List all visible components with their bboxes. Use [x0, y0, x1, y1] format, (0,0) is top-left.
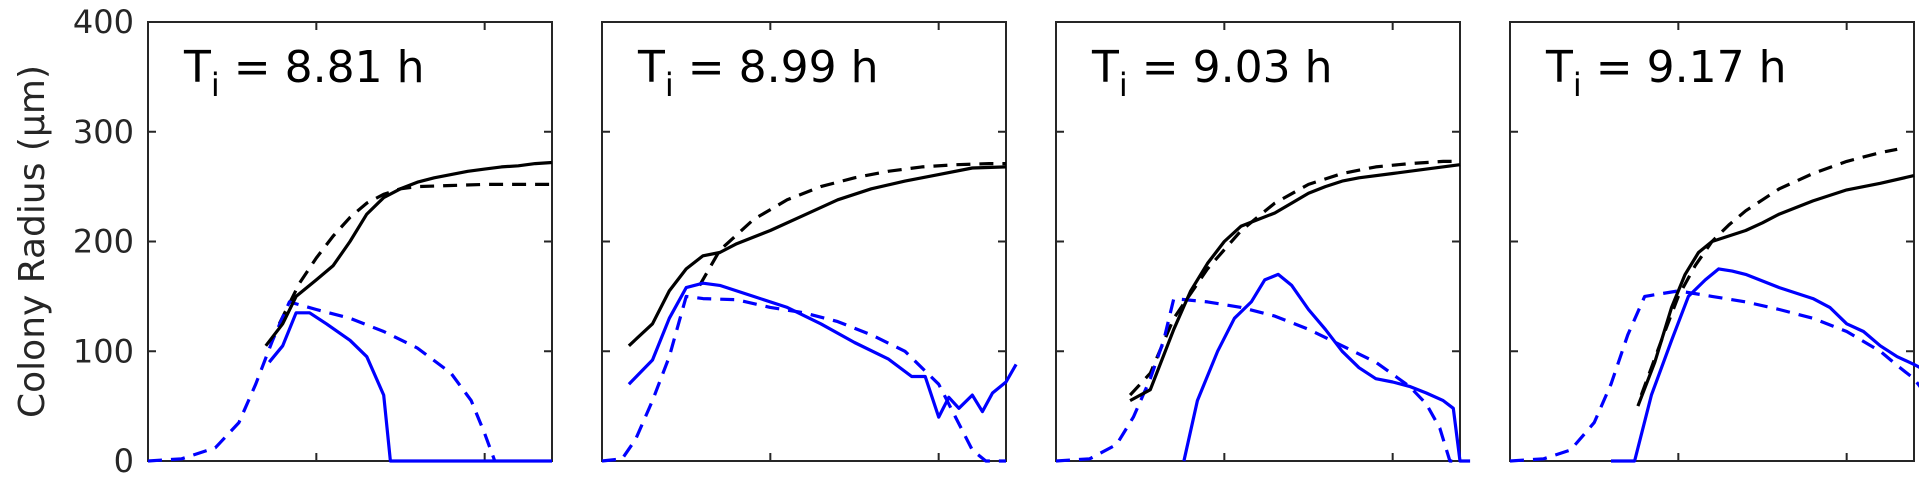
panel-title-value: = 9.03 h: [1128, 42, 1333, 93]
y-axis-label: Colony Radius (μm): [12, 65, 53, 418]
series-blue-dashed: [147, 300, 497, 463]
series-black-solid: [1636, 174, 1915, 407]
panel-title-main: T: [1091, 42, 1119, 93]
series-black-dashed: [698, 162, 1006, 287]
panel-title-main: T: [1545, 42, 1573, 93]
panel-1: 0 100 200 300 400 Ti = 8.81 h: [73, 3, 553, 480]
series-black-dashed: [277, 182, 552, 325]
y-tick-label: 100: [73, 332, 134, 370]
panel-2: Ti = 8.99 h: [601, 21, 1018, 463]
panel-title: Ti = 9.17 h: [1545, 42, 1786, 104]
y-tick-label: 400: [73, 3, 134, 41]
panel-3: Ti = 9.03 h: [1055, 21, 1471, 463]
panel-4: Ti = 9.17 h: [1509, 21, 1919, 463]
panel-title-main: T: [637, 42, 665, 93]
y-tick-label: 300: [73, 113, 134, 151]
panel-title-subscript: i: [665, 66, 674, 104]
series-blue-dashed: [1055, 297, 1460, 463]
series-blue-solid: [1182, 272, 1471, 463]
panel-title-subscript: i: [211, 66, 220, 104]
y-tick-label: 200: [73, 223, 134, 261]
series-black-dashed: [1128, 159, 1460, 397]
series-blue-solid: [267, 311, 552, 463]
series-blue-dashed: [601, 294, 1006, 463]
y-tick-label: 0: [114, 442, 134, 475]
panel-title-value: = 9.17 h: [1582, 42, 1787, 93]
panel-title: Ti = 8.81 h: [183, 42, 424, 104]
panel-title-main: T: [183, 42, 211, 93]
panel-title-subscript: i: [1573, 66, 1582, 104]
panel-title-value: = 8.99 h: [674, 42, 879, 93]
series-black-dashed: [1639, 147, 1898, 396]
panel-title: Ti = 9.03 h: [1091, 42, 1332, 104]
panel-title-subscript: i: [1119, 66, 1128, 104]
series-black-solid: [264, 160, 553, 347]
series-blue-solid: [1611, 267, 1919, 463]
panel-title: Ti = 8.99 h: [637, 42, 878, 104]
panel-title-value: = 8.81 h: [220, 42, 425, 93]
series-blue-dashed: [1509, 289, 1919, 463]
series-black-solid: [1129, 163, 1461, 403]
series-black-solid: [627, 165, 1007, 347]
series-blue-solid: [627, 281, 1018, 419]
